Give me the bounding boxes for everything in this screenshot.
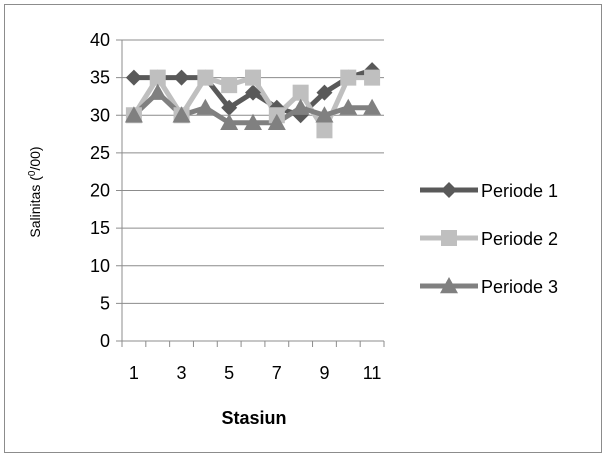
legend-swatch-marker [440,277,458,294]
data-point-series-2 [221,77,238,94]
data-point-series-3 [315,106,334,123]
data-point-series-3 [244,113,262,130]
legend-swatch-marker [441,182,457,198]
y-tick-label: 35 [90,68,110,88]
y-axis-label-main: Salinitas ( [27,176,43,238]
y-tick-label: 25 [90,143,110,163]
data-point-series-2 [340,69,357,86]
data-point-series-3 [363,98,382,115]
y-tick-label: 10 [90,256,110,276]
data-point-series-1 [125,69,142,86]
y-tick-label: 5 [100,293,110,313]
data-point-series-3 [267,113,286,130]
data-point-series-3 [339,98,358,115]
data-point-series-2 [197,69,214,86]
data-point-series-3 [172,106,191,123]
x-tick-label: 5 [224,363,234,383]
data-point-series-2 [292,84,309,101]
y-tick-label: 30 [90,105,110,125]
data-point-series-2 [316,122,333,139]
y-tick-label: 0 [100,331,110,351]
legend-entry-label: Periode 2 [481,229,558,249]
legend-entry-label: Periode 1 [481,181,558,201]
y-axis-label-sup: 0 [27,170,38,176]
data-point-series-1 [245,84,261,101]
data-point-series-2 [149,69,166,86]
data-point-series-1 [221,99,238,116]
series-markers [124,62,382,139]
legend: Periode 1 Periode 2 Periode 3 [420,181,558,297]
y-tick-labels: 0 5 10 15 20 25 30 35 40 [90,30,110,351]
data-point-series-2 [245,69,261,86]
y-axis-label: Salinitas (0/00) [27,146,44,237]
x-tick-label: 11 [363,363,382,383]
legend-entry-label: Periode 3 [481,277,558,297]
y-axis-label-rest: /00) [27,146,43,170]
data-point-series-3 [148,83,167,100]
axes [116,39,385,347]
x-axis-label: Stasiun [221,408,286,428]
data-point-series-2 [364,69,381,86]
y-tick-label: 20 [90,181,110,201]
data-point-series-3 [124,106,143,123]
data-point-series-3 [220,113,239,130]
data-point-series-3 [196,98,215,115]
x-tick-label: 3 [177,363,187,383]
y-tick-label: 15 [90,218,110,238]
legend-swatch-marker [441,230,457,246]
x-tick-label: 7 [272,363,282,383]
data-point-series-1 [173,69,190,86]
data-point-series-3 [291,98,310,115]
x-tick-label: 1 [129,363,139,383]
x-tick-label: 9 [319,363,329,383]
data-point-series-1 [316,84,333,101]
y-tick-label: 40 [90,30,110,50]
x-tick-labels: 1 3 5 7 9 11 [129,363,382,383]
